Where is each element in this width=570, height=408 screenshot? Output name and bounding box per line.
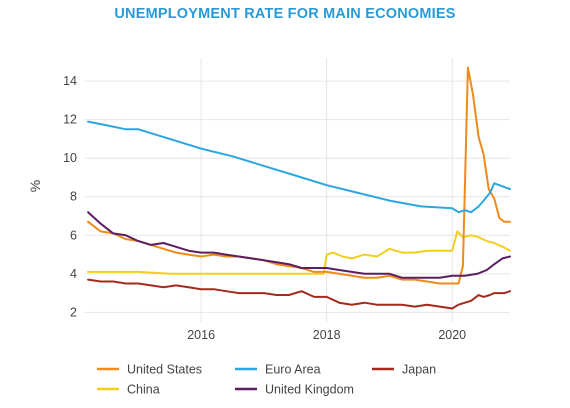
chart-title: UNEMPLOYMENT RATE FOR MAIN ECONOMIES xyxy=(114,6,456,22)
y-tick-label: 8 xyxy=(70,190,77,204)
y-tick-label: 12 xyxy=(63,113,77,127)
x-tick-label: 2020 xyxy=(438,328,466,342)
grid-layer xyxy=(85,58,510,322)
series-line-euro-area xyxy=(87,120,511,214)
y-tick-label: 4 xyxy=(70,267,77,281)
series-line-china xyxy=(87,230,511,275)
x-tick-label: 2018 xyxy=(313,328,341,342)
series-line-japan xyxy=(87,278,511,310)
legend-label-united-kingdom: United Kingdom xyxy=(265,383,354,397)
legend-label-euro-area: Euro Area xyxy=(265,363,321,377)
y-tick-label: 2 xyxy=(70,305,77,319)
legend: United States Euro Area Japan China United K… xyxy=(97,363,436,397)
x-tick-label: 2016 xyxy=(187,328,215,342)
y-tick-label: 10 xyxy=(63,151,77,165)
legend-label-japan: Japan xyxy=(402,363,436,377)
series-layer xyxy=(87,66,511,310)
y-tick-label: 6 xyxy=(70,228,77,242)
legend-label-united-states: United States xyxy=(127,363,202,377)
legend-label-china: China xyxy=(127,383,160,397)
y-tick-label: 14 xyxy=(63,74,77,88)
series-line-united-states xyxy=(87,66,511,285)
tick-labels: 2 4 6 8 10 12 14 2016 2018 2020 xyxy=(63,74,466,342)
y-axis-label: % xyxy=(27,180,43,192)
series-line-united-kingdom xyxy=(87,211,511,279)
